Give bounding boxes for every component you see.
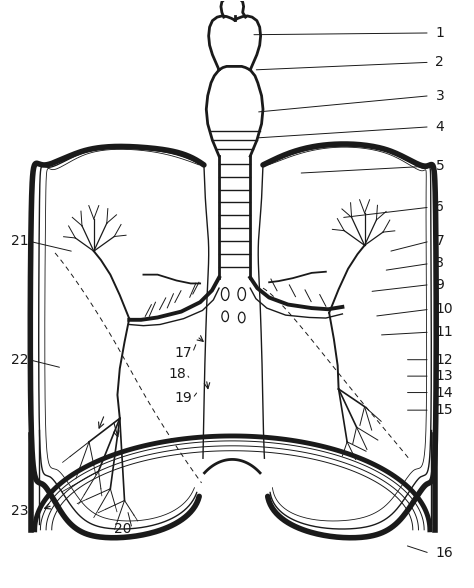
Text: 10: 10 <box>436 302 453 316</box>
Text: 5: 5 <box>436 159 444 173</box>
Text: 18: 18 <box>168 367 186 381</box>
Text: 2: 2 <box>436 55 444 69</box>
Text: 6: 6 <box>436 200 444 214</box>
Text: 15: 15 <box>436 403 453 417</box>
Text: 11: 11 <box>436 325 453 339</box>
Text: 21: 21 <box>11 234 29 248</box>
Text: 7: 7 <box>436 234 444 248</box>
Text: 9: 9 <box>436 278 444 292</box>
Text: 17: 17 <box>174 346 192 360</box>
Text: 19: 19 <box>174 392 192 405</box>
Text: 20: 20 <box>114 522 132 536</box>
Text: 22: 22 <box>11 353 28 367</box>
Text: 4: 4 <box>436 120 444 134</box>
Text: 13: 13 <box>436 369 453 383</box>
Text: 1: 1 <box>436 26 444 40</box>
Text: 3: 3 <box>436 89 444 103</box>
Text: 8: 8 <box>436 256 444 270</box>
Text: 14: 14 <box>436 386 453 400</box>
Text: 16: 16 <box>436 546 453 560</box>
Text: 23: 23 <box>11 504 28 518</box>
Text: 12: 12 <box>436 353 453 367</box>
